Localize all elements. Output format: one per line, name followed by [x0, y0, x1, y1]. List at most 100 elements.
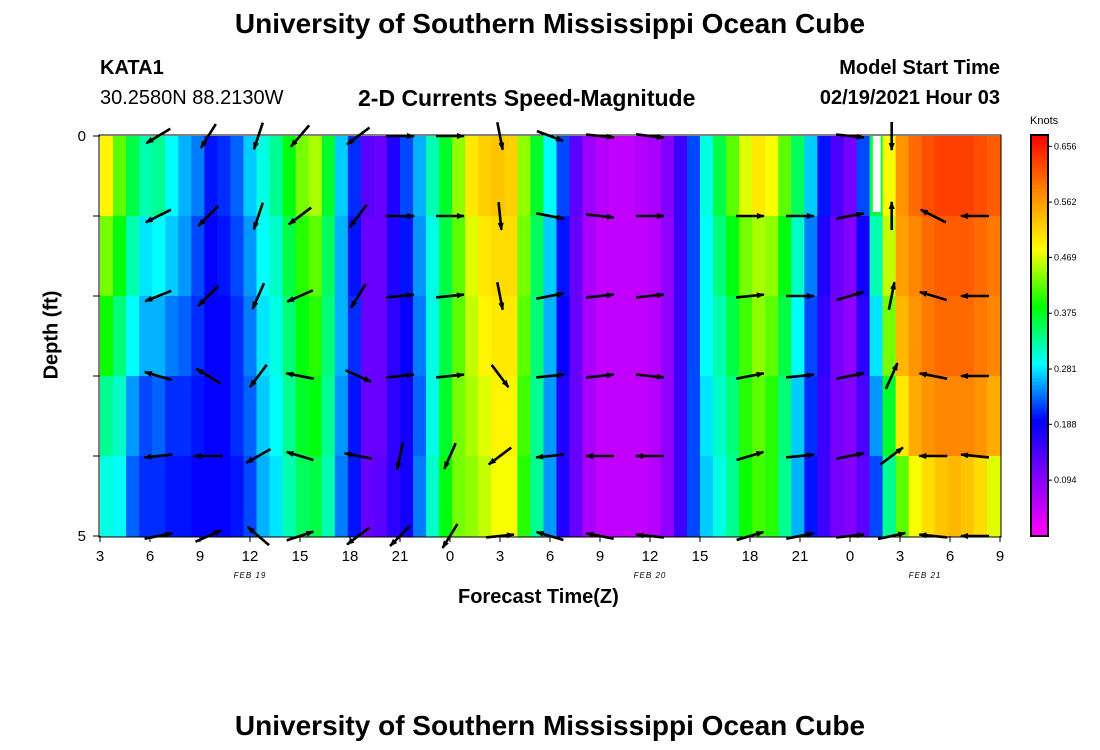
- heat-cell: [308, 216, 323, 297]
- chart-title: 2-D Currents Speed-Magnitude: [358, 85, 696, 111]
- colorbar-frame: [1030, 134, 1049, 537]
- heat-cell: [452, 456, 466, 537]
- heat-cell: [504, 216, 518, 297]
- heat-cell: [830, 456, 845, 537]
- current-arrow: [348, 204, 368, 228]
- current-arrow: [346, 126, 371, 146]
- colorbar-swatch: [1031, 255, 1048, 260]
- heat-cell: [843, 216, 858, 297]
- colorbar-swatch: [1031, 462, 1048, 467]
- colorbar-swatch: [1031, 505, 1048, 510]
- current-arrow: [144, 289, 172, 303]
- colorbar-tick-label: 0.188: [1054, 419, 1077, 429]
- heat-cell: [608, 136, 623, 217]
- heat-cell: [439, 136, 453, 217]
- heat-cell: [308, 136, 323, 217]
- heat-cell: [360, 456, 375, 537]
- heat-cell: [647, 296, 662, 377]
- heat-cell: [843, 296, 858, 377]
- current-arrow: [395, 442, 405, 471]
- heat-cell: [569, 376, 584, 457]
- heat-cell: [413, 376, 427, 457]
- x-tick-label: 15: [692, 548, 709, 565]
- colorbar-swatch: [1031, 348, 1048, 353]
- current-arrow: [536, 212, 565, 221]
- heat-cell: [700, 136, 714, 217]
- colorbar-swatch: [1031, 248, 1048, 253]
- heat-cell: [113, 216, 127, 297]
- colorbar-swatch: [1031, 439, 1048, 444]
- heat-cell: [282, 216, 297, 297]
- heat-cell: [765, 216, 779, 297]
- model-start-time: 02/19/2021 Hour 03: [819, 87, 1000, 109]
- colorbar-swatch: [1031, 258, 1048, 263]
- heat-cell: [269, 136, 284, 217]
- colorbar: 0.656 0.562 0.469 0.375 0.281 0.188 0.094: [1030, 134, 1077, 537]
- heat-cell: [869, 216, 884, 297]
- colorbar-swatch: [1031, 512, 1048, 517]
- colorbar-swatch: [1031, 231, 1048, 236]
- heat-cell: [360, 376, 375, 457]
- heat-cell: [830, 216, 845, 297]
- heat-cell: [113, 296, 127, 377]
- heat-cell: [765, 136, 779, 217]
- colorbar-swatch: [1031, 245, 1048, 250]
- heat-cell: [908, 216, 923, 297]
- heat-cell: [556, 136, 571, 217]
- heat-cell: [752, 376, 766, 457]
- heat-cell: [673, 376, 688, 457]
- heat-cell: [321, 136, 336, 217]
- heat-cell: [569, 136, 584, 217]
- colorbar-swatch: [1031, 452, 1048, 457]
- heat-cell: [934, 376, 949, 457]
- heat-cell: [517, 216, 532, 297]
- current-arrow: [785, 372, 815, 379]
- heat-cell: [413, 216, 427, 297]
- heat-cell: [165, 216, 179, 297]
- heat-cell: [491, 136, 505, 217]
- heat-cell: [230, 296, 245, 377]
- heat-cell: [986, 136, 1001, 217]
- heat-cell: [895, 456, 910, 537]
- heat-cell: [452, 136, 466, 217]
- colorbar-swatch: [1031, 208, 1048, 213]
- heat-cell: [934, 296, 949, 377]
- heat-cell: [869, 296, 884, 377]
- x-tick-label: 21: [792, 548, 809, 565]
- colorbar-swatch: [1031, 265, 1048, 270]
- heat-cell: [191, 136, 205, 217]
- heat-cell: [817, 216, 832, 297]
- colorbar-swatch: [1031, 435, 1048, 440]
- heat-cell: [321, 456, 336, 537]
- heat-cell: [373, 296, 388, 377]
- heat-cell: [843, 376, 858, 457]
- colorbar-swatch: [1031, 218, 1048, 223]
- heat-cell: [152, 456, 166, 537]
- heat-cell: [530, 296, 545, 377]
- heat-cell: [256, 296, 271, 377]
- heat-cell: [986, 456, 1001, 537]
- current-arrow: [285, 371, 314, 380]
- heat-cell: [491, 376, 505, 457]
- colorbar-swatch: [1031, 459, 1048, 464]
- heat-cell: [726, 456, 740, 537]
- heat-cell: [921, 216, 936, 297]
- colorbar-swatch: [1031, 221, 1048, 226]
- colorbar-swatch: [1031, 355, 1048, 360]
- colorbar-swatch: [1031, 382, 1048, 387]
- colorbar-swatch: [1031, 295, 1048, 300]
- x-tick-label: 0: [846, 548, 854, 565]
- heat-cell: [973, 296, 988, 377]
- colorbar-swatch: [1031, 465, 1048, 470]
- heat-cell: [347, 296, 362, 377]
- colorbar-swatch: [1031, 225, 1048, 230]
- heat-cell: [165, 296, 179, 377]
- heat-cell: [634, 136, 649, 217]
- colorbar-swatch: [1031, 419, 1048, 423]
- colorbar-swatch: [1031, 188, 1048, 193]
- heat-cell: [243, 296, 258, 377]
- x-tick-label: 9: [996, 548, 1004, 565]
- heat-cell: [973, 136, 988, 217]
- heat-cell: [752, 456, 766, 537]
- heat-cell: [321, 376, 336, 457]
